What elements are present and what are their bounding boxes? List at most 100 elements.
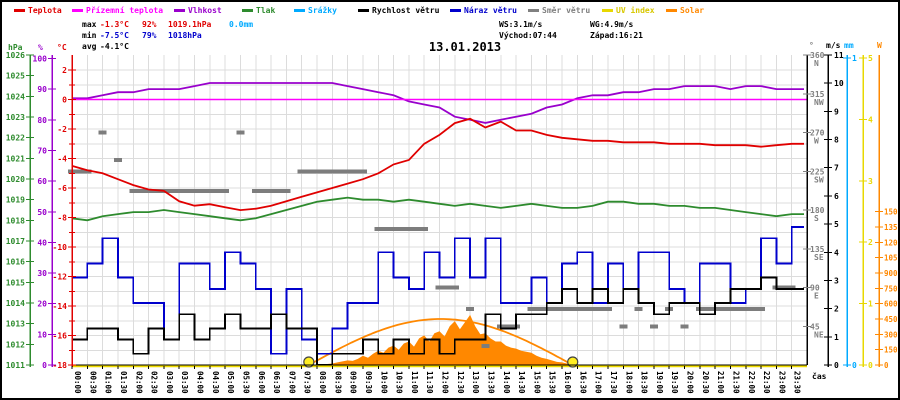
x-axis-tick-label: 02:30: [150, 371, 159, 394]
x-axis-tick-label: 20:30: [701, 371, 710, 394]
axis-label: 0: [834, 361, 839, 370]
axis-label: 135: [810, 245, 825, 254]
axis-label: E: [814, 292, 819, 301]
axis-label: 1011: [6, 361, 25, 370]
axis-label: 1: [834, 333, 839, 342]
axis-label: 50: [37, 208, 47, 217]
x-axis-tick-label: 10:00: [379, 371, 388, 394]
legend-item-wind-gust: Náraz větru: [450, 6, 517, 18]
axis-label: hPa: [8, 43, 23, 52]
axis-label: 7: [834, 164, 839, 173]
axis-label: 2: [62, 66, 67, 75]
axis-label: S: [814, 214, 819, 223]
legend-label-uv-index: UV index: [616, 6, 655, 15]
x-axis-tick-label: 22:00: [747, 371, 756, 394]
legend-label-wind-speed: Rychlost větru: [372, 6, 440, 15]
axis-label: 300: [884, 330, 898, 339]
series-wind-speed-line: [72, 276, 804, 366]
axis-label: 90: [810, 284, 820, 293]
legend-item-wind-speed: Rychlost větru: [358, 6, 439, 18]
legend-swatch-humidity: [174, 9, 185, 12]
axis-label: 3: [868, 177, 873, 186]
x-axis-tick-label: 19:00: [655, 371, 664, 394]
stat-sunrise: Východ:07:44: [499, 31, 557, 40]
stat-avg-label: avg: [82, 42, 97, 51]
legend-item-wind-direction: Směr větru: [528, 6, 590, 18]
stat-max-humidity: 92%: [142, 20, 157, 29]
stat-max-pressure: 1019.1hPa: [168, 20, 212, 29]
axis-label: 1200: [884, 238, 900, 247]
x-axis-tick-label: 00:30: [88, 371, 97, 394]
x-axis-tick-label: 16:00: [563, 371, 572, 394]
x-axis-tick-label: 14:00: [502, 371, 511, 394]
axis-label: 3: [834, 276, 839, 285]
legend-swatch-pressure: [242, 9, 253, 12]
axis-label: 0: [868, 361, 873, 370]
axis-label: 0: [884, 361, 889, 370]
axis-label: 1019: [6, 196, 25, 205]
legend-label-solar: Solar: [680, 6, 705, 15]
axis-label: 1022: [6, 134, 25, 143]
axis-label: 1012: [6, 340, 25, 349]
x-axis-tick-label: 11:30: [425, 371, 434, 394]
axis-label: 315: [810, 90, 825, 99]
axis-label: 45: [810, 322, 820, 331]
axis-label: 2: [834, 305, 839, 314]
stat-avg-temp: -4.1°C: [100, 42, 129, 51]
stat-min-temp: -7.5°C: [100, 31, 129, 40]
axis-label: 2: [868, 238, 873, 247]
axis-label: 30: [37, 269, 47, 278]
legend-swatch-uv-index: [602, 9, 613, 12]
x-axis-tick-label: 15:30: [548, 371, 557, 394]
axis-label: 4: [834, 248, 839, 257]
x-axis-tick-label: 22:30: [762, 371, 771, 394]
legend-swatch-temperature: [14, 9, 25, 12]
x-axis-tick-label: 05:00: [226, 371, 235, 394]
legend-item-uv-index: UV index: [602, 6, 655, 18]
x-axis-tick-label: 23:00: [777, 371, 786, 394]
axis-label: 1025: [6, 72, 25, 81]
axis-label: 1014: [6, 299, 25, 308]
axis-label: 1021: [6, 154, 25, 163]
x-axis-tick-label: 06:30: [272, 371, 281, 394]
x-axis-tick-label: 18:30: [640, 371, 649, 394]
axis-label: 1018: [6, 216, 25, 225]
axis-label: 10: [37, 330, 47, 339]
x-axis-tick-label: 08:00: [318, 371, 327, 394]
axis-label: NE: [814, 330, 824, 339]
axis-label: 1026: [6, 51, 25, 60]
axis-label: -6: [57, 184, 67, 193]
axis-label: 5: [868, 54, 873, 63]
x-axis-tick-label: 11:00: [410, 371, 419, 394]
x-axis-tick-label: 23:30: [793, 371, 802, 394]
x-axis-tick-label: 09:00: [349, 371, 358, 394]
x-axis-tick-label: 12:30: [456, 371, 465, 394]
stat-sunset: Západ:16:21: [590, 31, 643, 40]
x-axis-tick-label: 21:30: [731, 371, 740, 394]
axis-label: 0: [852, 361, 857, 370]
axis-label: 90: [37, 85, 47, 94]
axis-label: 180: [810, 206, 825, 215]
axis-label: 225: [810, 167, 825, 176]
axis-label: -16: [53, 332, 68, 341]
x-axis-tick-label: 08:30: [333, 371, 342, 394]
x-axis-tick-label: 04:30: [211, 371, 220, 394]
axis-label: 1: [868, 300, 873, 309]
legend-item-humidity: Vlhkost: [174, 6, 222, 18]
legend-label-precipitation: Srážky: [308, 6, 337, 15]
axis-label: 1050: [884, 254, 900, 263]
axis-label: 600: [884, 300, 898, 309]
legend-label-ground-temperature: Přízemní teplota: [86, 6, 164, 15]
chart-title: 13.01.2013: [428, 40, 502, 54]
x-axis-tick-label: 03:00: [165, 371, 174, 394]
x-axis-title: čas: [812, 371, 827, 381]
legend-swatch-precipitation: [294, 9, 305, 12]
x-axis-tick-label: 20:00: [686, 371, 695, 394]
axis-label: -14: [53, 302, 68, 311]
axis-label: 1350: [884, 223, 900, 232]
axis-label: 150: [884, 346, 898, 355]
axis-label: 100: [33, 55, 48, 64]
series-wind-gust-line: [72, 226, 804, 355]
